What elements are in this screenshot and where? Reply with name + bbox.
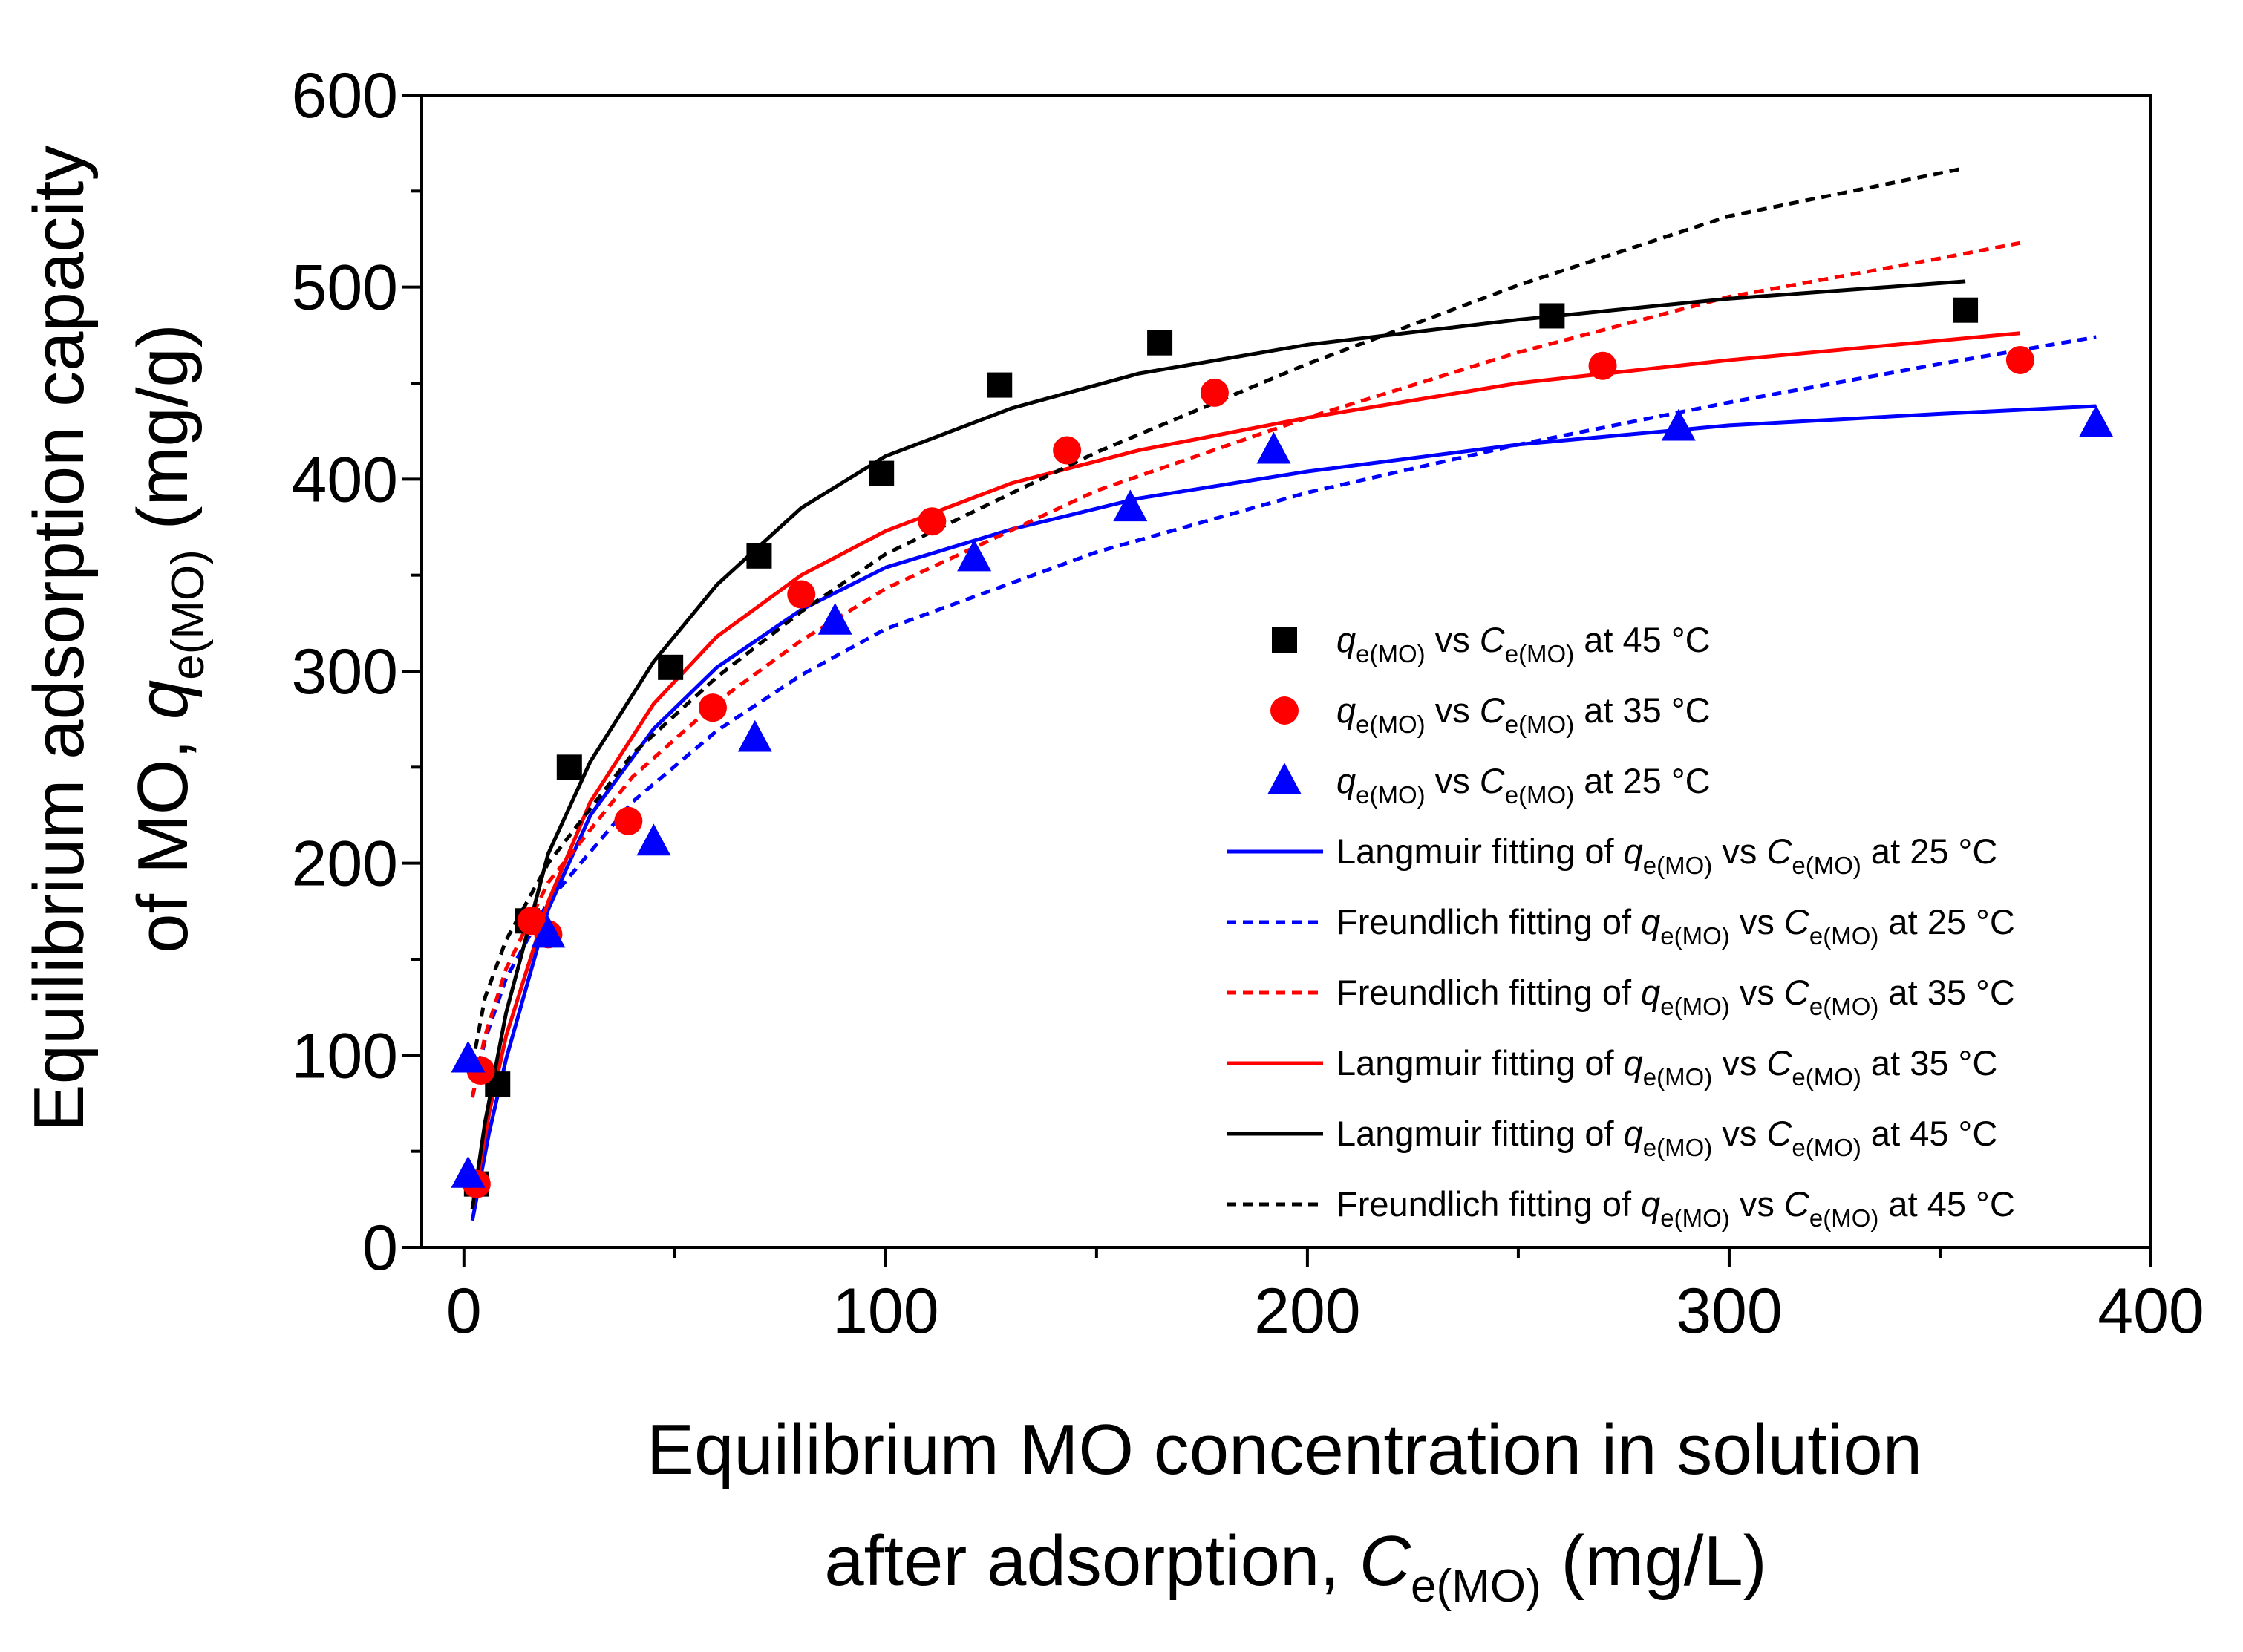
y-tick-label: 200 [292, 829, 399, 900]
data-point-square [1147, 330, 1173, 356]
legend-marker-triangle [1267, 763, 1302, 794]
data-point-triangle [1661, 408, 1696, 441]
data-point-triangle [451, 1155, 486, 1188]
series-points-2 [451, 405, 2114, 1188]
data-point-triangle [737, 719, 772, 752]
legend-label: qe(MO) vs Ce(MO) at 35 °C [1336, 690, 1711, 738]
legend-label: Langmuir fitting of qe(MO) vs Ce(MO) at … [1336, 1114, 1997, 1161]
legend-item: Freundlich fitting of qe(MO) vs Ce(MO) a… [1227, 902, 2015, 950]
plot-area [451, 166, 2114, 1221]
legend-label: Langmuir fitting of qe(MO) vs Ce(MO) at … [1336, 1043, 1997, 1091]
legend-item: Langmuir fitting of qe(MO) vs Ce(MO) at … [1227, 1043, 1997, 1091]
legend-item: qe(MO) vs Ce(MO) at 35 °C [1270, 690, 1711, 738]
data-point-circle [787, 580, 816, 609]
legend-label: Freundlich fitting of qe(MO) vs Ce(MO) a… [1336, 902, 2015, 950]
legend-label: qe(MO) vs Ce(MO) at 25 °C [1336, 761, 1711, 809]
data-point-circle [1588, 351, 1617, 380]
y-tick-label: 400 [292, 444, 399, 515]
data-point-square [1539, 303, 1565, 329]
y-axis-title: Equilibrium adsorption capacity [19, 146, 99, 1132]
y-tick-label: 100 [292, 1020, 399, 1091]
series-line-4 [470, 335, 2097, 1098]
legend: qe(MO) vs Ce(MO) at 45 °C qe(MO) vs Ce(MO… [1227, 620, 2015, 1232]
x-axis-title-line2: after adsorption, Ce(MO) (mg/L) [824, 1521, 1766, 1612]
series-line-5 [470, 241, 2021, 1098]
data-point-circle [614, 806, 643, 835]
series-line-7 [470, 279, 1966, 1209]
y-axis-title-line2: of MO, qe(MO) (mg/g) [123, 324, 214, 953]
x-tick-label: 100 [832, 1276, 939, 1347]
data-point-triangle [817, 602, 852, 635]
series-line-6 [470, 331, 2021, 1209]
data-point-circle [698, 693, 727, 722]
legend-marker-circle [1270, 696, 1299, 725]
data-point-triangle [451, 1040, 486, 1073]
data-point-triangle [1256, 431, 1291, 464]
legend-item: qe(MO) vs Ce(MO) at 45 °C [1272, 620, 1711, 667]
y-tick-label: 500 [292, 252, 399, 324]
legend-label: Freundlich fitting of qe(MO) vs Ce(MO) a… [1336, 1184, 2015, 1232]
legend-item: Langmuir fitting of qe(MO) vs Ce(MO) at … [1227, 832, 1997, 879]
y-tick-label: 0 [362, 1212, 398, 1284]
data-point-square [556, 754, 582, 780]
data-point-square [1953, 297, 1979, 323]
legend-label: Langmuir fitting of qe(MO) vs Ce(MO) at … [1336, 832, 1997, 879]
axes: 0 100 200 300 400 0 100 200 300 400 500 600 [292, 60, 2204, 1347]
data-point-triangle [1113, 489, 1148, 522]
data-point-circle [918, 507, 947, 536]
legend-item: Freundlich fitting of qe(MO) vs Ce(MO) a… [1227, 1184, 2015, 1232]
y-tick-label: 600 [292, 60, 399, 131]
legend-item: qe(MO) vs Ce(MO) at 25 °C [1267, 761, 1711, 809]
legend-label: qe(MO) vs Ce(MO) at 45 °C [1336, 620, 1711, 667]
data-point-circle [1200, 378, 1229, 407]
data-point-square [746, 543, 772, 569]
data-point-circle [2005, 345, 2034, 374]
x-tick-label: 400 [2097, 1276, 2204, 1347]
legend-item: Freundlich fitting of qe(MO) vs Ce(MO) a… [1227, 973, 2015, 1020]
data-point-triangle [2079, 405, 2114, 437]
data-point-circle [1053, 436, 1082, 465]
x-tick-label: 0 [446, 1276, 482, 1347]
data-point-triangle [531, 915, 566, 948]
data-point-triangle [957, 539, 992, 572]
data-point-triangle [636, 823, 671, 856]
x-tick-label: 200 [1254, 1276, 1361, 1347]
y-axis-title-line1: Equilibrium adsorption capacity [19, 146, 99, 1132]
legend-label: Freundlich fitting of qe(MO) vs Ce(MO) a… [1336, 973, 2015, 1020]
x-axis-title-line1: Equilibrium MO concentration in solution [647, 1410, 1922, 1489]
data-point-square [869, 460, 895, 486]
data-point-square [987, 372, 1013, 398]
legend-item: Langmuir fitting of qe(MO) vs Ce(MO) at … [1227, 1114, 1997, 1161]
y-tick-label: 300 [292, 636, 399, 708]
series-line-3 [470, 404, 2097, 1221]
legend-marker-square [1272, 627, 1297, 653]
data-point-square [658, 654, 684, 680]
series-line-8 [470, 166, 1966, 1065]
x-tick-label: 300 [1676, 1276, 1783, 1347]
